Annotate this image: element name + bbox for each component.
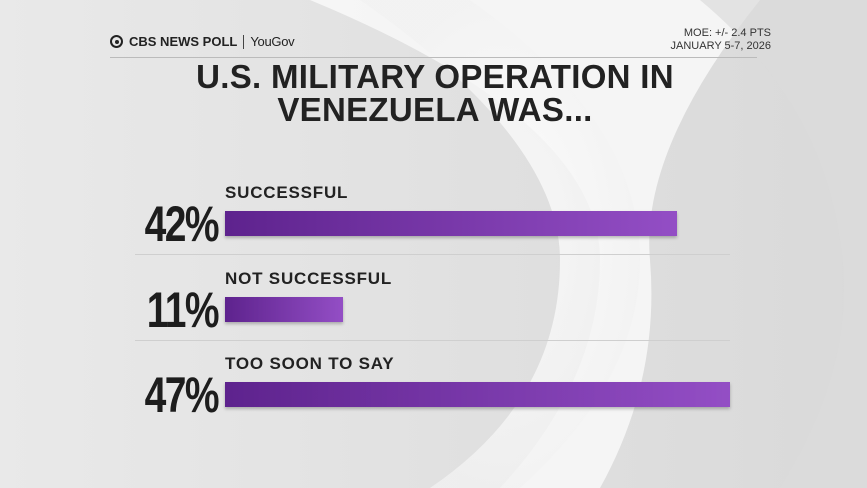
brand: CBS NEWS POLL YouGov [110, 34, 295, 49]
header-rule [110, 57, 757, 58]
row-divider [135, 254, 730, 255]
chart-title: U.S. MILITARY OPERATION IN VENEZUELA WAS… [196, 58, 674, 128]
poll-dates: JANUARY 5-7, 2026 [670, 40, 771, 52]
cbs-eye-logo [110, 35, 123, 48]
moe: MOE: +/- 2.4 PTS [683, 27, 771, 39]
separator [243, 34, 245, 49]
category-label: SUCCESSFUL [225, 183, 349, 202]
value-label: 11% [146, 281, 220, 338]
value-label: 42% [144, 196, 220, 252]
bar [225, 382, 731, 407]
bar [225, 296, 344, 322]
meta: MOE: +/- 2.4 PTS JANUARY 5-7, 2026 [671, 27, 771, 53]
value-label: 47% [144, 367, 220, 423]
brand-network: CBS NEWS POLL [129, 34, 238, 49]
category-label: NOT SUCCESSFUL [225, 268, 393, 288]
brand-partner: YouGov [250, 34, 295, 49]
row-divider [135, 339, 730, 341]
bar [225, 211, 677, 236]
category-label: TOO SOON TO SAY [225, 354, 395, 373]
